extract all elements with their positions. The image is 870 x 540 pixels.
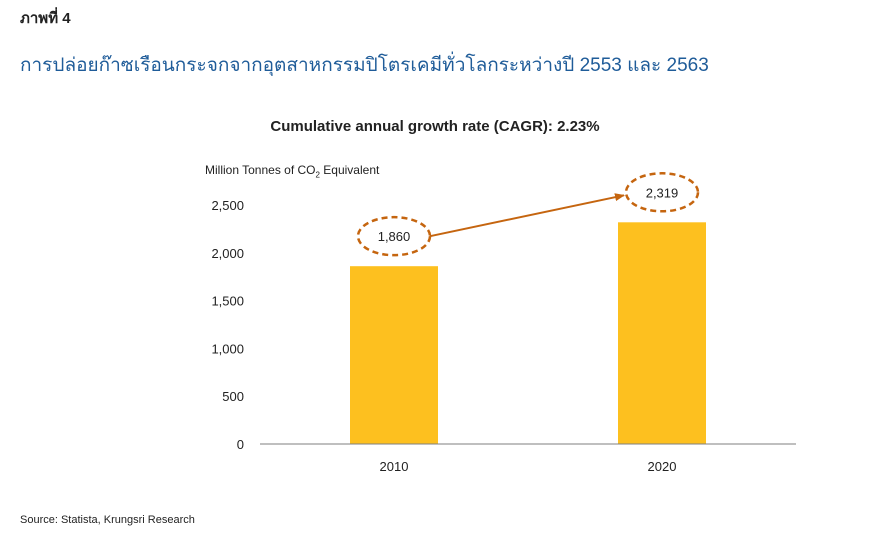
y-tick-label: 0 xyxy=(237,437,244,452)
y-tick-label: 500 xyxy=(222,389,244,404)
annotations: 1,860 2,319 xyxy=(356,172,700,257)
y-axis-ticks: 0 500 1,000 1,500 2,000 2,500 xyxy=(211,198,244,452)
growth-arrow xyxy=(429,193,625,238)
x-tick-label: 2010 xyxy=(380,459,409,474)
value-callout-2020 xyxy=(624,172,700,213)
data-label-2010: 1,860 xyxy=(378,229,411,244)
unit-main: Million Tonnes of CO xyxy=(205,163,316,177)
figure-title: การปล่อยก๊าซเรือนกระจกจากอุตสาหกรรมปิโตร… xyxy=(20,55,709,76)
y-tick-label: 1,500 xyxy=(211,294,244,309)
x-axis-labels: 2010 2020 xyxy=(380,459,677,474)
x-tick-label: 2020 xyxy=(648,459,677,474)
source-note: Source: Statista, Krungsri Research xyxy=(20,514,195,526)
y-axis-unit-label: Million Tonnes of CO2 Equivalent xyxy=(205,163,379,179)
y-tick-label: 1,000 xyxy=(211,341,244,356)
y-tick-label: 2,500 xyxy=(211,198,244,213)
chart-title: Cumulative annual growth rate (CAGR): 2.… xyxy=(270,118,600,135)
unit-subscript: 2 xyxy=(315,170,320,180)
y-tick-label: 2,000 xyxy=(211,246,244,261)
bar-2020 xyxy=(618,222,706,444)
figure-label: ภาพที่ 4 xyxy=(20,10,71,27)
data-label-2020: 2,319 xyxy=(646,185,679,200)
bar-2010 xyxy=(350,266,438,444)
unit-tail: Equivalent xyxy=(319,163,380,177)
bars xyxy=(350,222,706,444)
